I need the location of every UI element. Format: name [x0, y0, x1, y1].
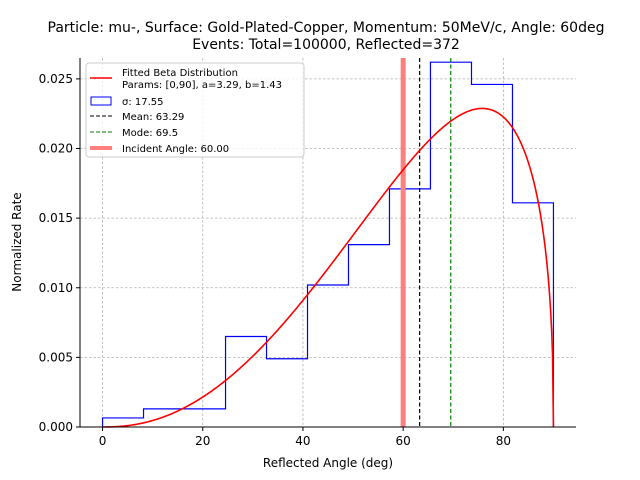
- reference-lines: [400, 58, 452, 427]
- x-tick-label: 40: [295, 434, 310, 448]
- beta-fit-curve: [102, 107, 555, 428]
- x-tick-label: 20: [195, 434, 210, 448]
- y-tick-label: 0.000: [39, 420, 73, 434]
- x-tick-label: 60: [396, 434, 411, 448]
- legend: Fitted Beta Distribution Params: [0,90],…: [85, 62, 305, 158]
- fit-curve-series: [102, 107, 555, 428]
- legend-fit-label-line2: Params: [0,90], a=3.29, b=1.43: [122, 80, 282, 91]
- x-tick-label: 80: [496, 434, 511, 448]
- y-tick-label: 0.005: [39, 350, 73, 364]
- legend-hist-label: σ: 17.55: [122, 97, 164, 108]
- histogram-step: [101, 61, 555, 427]
- legend-incident-label: Incident Angle: 60.00: [122, 144, 229, 155]
- y-axis-label: Normalized Rate: [10, 192, 24, 291]
- legend-fit-label-line1: Fitted Beta Distribution: [122, 68, 238, 79]
- x-tick-label: 0: [99, 434, 107, 448]
- chart-title-line2: Events: Total=100000, Reflected=372: [192, 37, 460, 53]
- legend-mode-label: Mode: 69.5: [122, 128, 178, 139]
- y-tick-label: 0.020: [39, 142, 73, 156]
- y-tick-label: 0.015: [39, 211, 73, 225]
- y-tick-label: 0.010: [39, 281, 73, 295]
- y-ticks: 0.000 0.005 0.010 0.015 0.020 0.025: [39, 72, 80, 434]
- y-tick-label: 0.025: [39, 72, 73, 86]
- legend-mean-label: Mean: 63.29: [122, 112, 184, 123]
- x-ticks: 0 20 40 60 80: [99, 427, 511, 448]
- histogram-series: [101, 61, 555, 427]
- chart-title-line1: Particle: mu-, Surface: Gold-Plated-Copp…: [48, 20, 605, 36]
- legend-hist-swatch: [90, 96, 112, 106]
- x-axis-label: Reflected Angle (deg): [263, 456, 393, 470]
- axes: [79, 58, 576, 428]
- legend-box: [85, 62, 305, 158]
